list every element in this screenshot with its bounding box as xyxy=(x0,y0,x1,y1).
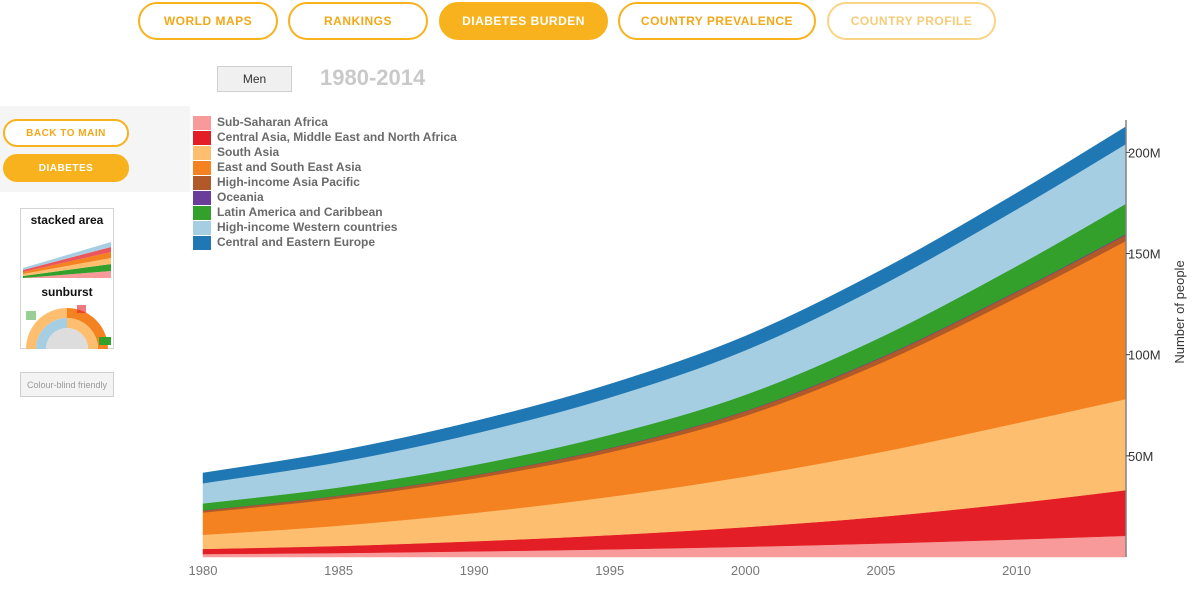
legend-item-south-asia[interactable]: South Asia xyxy=(193,145,457,160)
x-tick-label: 1980 xyxy=(189,563,218,578)
legend-swatch xyxy=(193,176,211,190)
legend-swatch xyxy=(193,116,211,130)
legend-swatch xyxy=(193,131,211,145)
colour-blind-toggle[interactable]: Colour-blind friendly xyxy=(20,372,114,397)
legend-item-east-south-east-asia[interactable]: East and South East Asia xyxy=(193,160,457,175)
nav-world-maps[interactable]: WORLD MAPS xyxy=(138,2,278,40)
legend-label: Sub-Saharan Africa xyxy=(217,115,328,129)
nav-country-prevalence[interactable]: COUNTRY PREVALENCE xyxy=(618,2,816,40)
legend-label: Latin America and Caribbean xyxy=(217,205,383,219)
legend-item-central-eastern-europe[interactable]: Central and Eastern Europe xyxy=(193,235,457,250)
x-tick-label: 1990 xyxy=(460,563,489,578)
back-to-main-button[interactable]: BACK TO MAIN xyxy=(3,119,129,147)
stacked-area-thumbnail[interactable]: stacked area xyxy=(21,209,113,279)
x-tick-label: 1995 xyxy=(595,563,624,578)
legend-item-oceania[interactable]: Oceania xyxy=(193,190,457,205)
sex-toggle-button[interactable]: Men xyxy=(217,66,292,92)
legend-label: High-income Western countries xyxy=(217,220,398,234)
sidebar-panel: BACK TO MAIN DIABETES xyxy=(0,106,190,192)
nav-rankings[interactable]: RANKINGS xyxy=(288,2,428,40)
nav-diabetes-burden[interactable]: DIABETES BURDEN xyxy=(439,2,608,40)
chart-legend: Sub-Saharan Africa Central Asia, Middle … xyxy=(193,115,457,250)
x-tick-label: 2005 xyxy=(866,563,895,578)
legend-swatch xyxy=(193,161,211,175)
y-tick-label: 100M xyxy=(1128,348,1161,363)
y-tick-label: 50M xyxy=(1128,449,1153,464)
legend-label: South Asia xyxy=(217,145,280,159)
sunburst-thumbnail[interactable]: sunburst xyxy=(21,279,113,349)
legend-swatch xyxy=(193,221,211,235)
sunburst-label: sunburst xyxy=(41,285,93,299)
area-central-and-eastern-europe xyxy=(202,126,1126,484)
legend-swatch xyxy=(193,146,211,160)
top-navigation: WORLD MAPS RANKINGS DIABETES BURDEN COUN… xyxy=(0,2,1200,42)
nav-country-profile[interactable]: COUNTRY PROFILE xyxy=(827,2,996,40)
x-tick-label: 1985 xyxy=(324,563,353,578)
y-axis-title: Number of people xyxy=(1172,260,1187,363)
legend-swatch xyxy=(193,206,211,220)
legend-label: High-income Asia Pacific xyxy=(217,175,360,189)
x-tick-label: 2010 xyxy=(1002,563,1031,578)
legend-item-high-income-western[interactable]: High-income Western countries xyxy=(193,220,457,235)
legend-item-high-income-asia-pacific[interactable]: High-income Asia Pacific xyxy=(193,175,457,190)
x-tick-label: 2000 xyxy=(731,563,760,578)
sunburst-icon xyxy=(26,305,111,349)
legend-label: Central Asia, Middle East and North Afri… xyxy=(217,130,457,144)
chart-type-selector: stacked area sunburst xyxy=(20,208,114,349)
legend-item-latin-america-caribbean[interactable]: Latin America and Caribbean xyxy=(193,205,457,220)
stacked-area-label: stacked area xyxy=(30,213,104,227)
legend-label: Central and Eastern Europe xyxy=(217,235,376,249)
legend-label: East and South East Asia xyxy=(217,160,362,174)
legend-item-central-asia-mena[interactable]: Central Asia, Middle East and North Afri… xyxy=(193,130,457,145)
y-tick-label: 150M xyxy=(1128,247,1161,262)
stacked-area-icon xyxy=(23,242,111,278)
legend-label: Oceania xyxy=(217,190,264,204)
legend-swatch xyxy=(193,191,211,205)
diabetes-button[interactable]: DIABETES xyxy=(3,154,129,182)
y-tick-label: 200M xyxy=(1128,145,1161,160)
legend-item-sub-saharan-africa[interactable]: Sub-Saharan Africa xyxy=(193,115,457,130)
legend-swatch xyxy=(193,236,211,250)
period-label: 1980-2014 xyxy=(320,65,426,90)
